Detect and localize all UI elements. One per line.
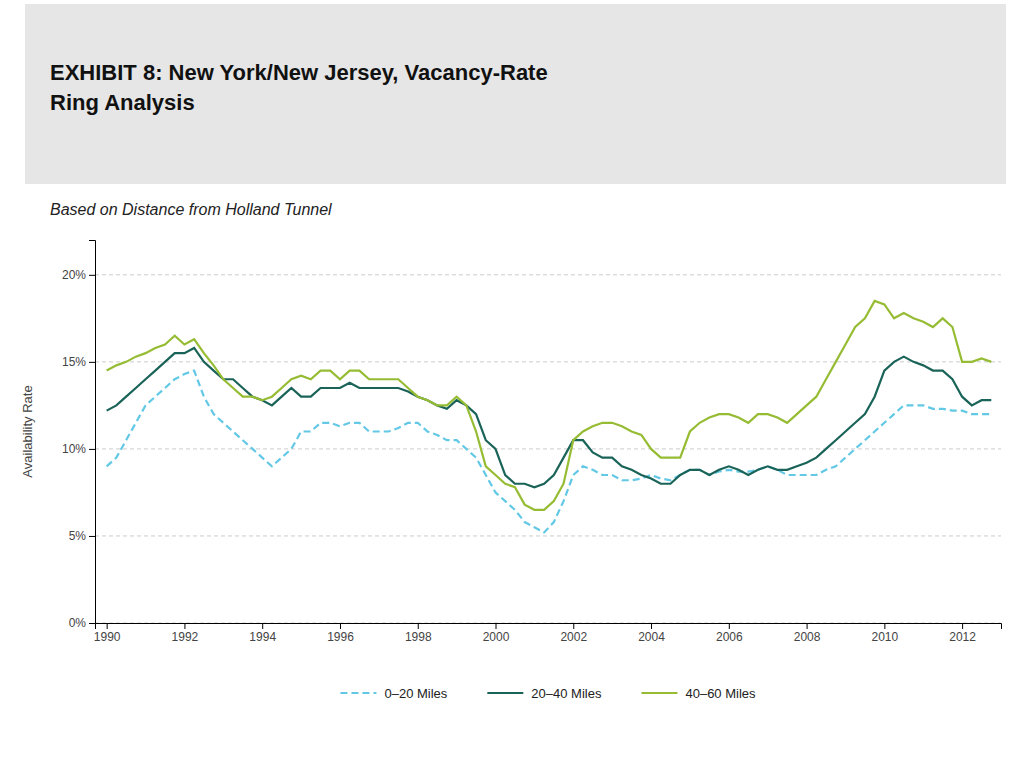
chart: EXHIBIT 8: New York/New Jersey, Vacancy-… bbox=[0, 0, 1031, 773]
x-tick-mark bbox=[418, 623, 419, 629]
y-tick-mark bbox=[89, 536, 95, 537]
y-tick-label: 0% bbox=[69, 616, 87, 630]
x-tick: 1994 bbox=[249, 623, 276, 644]
legend-label: 40–60 Miles bbox=[685, 686, 756, 701]
grid-line bbox=[95, 448, 1001, 449]
title-line: EXHIBIT 8: New York/New Jersey, Vacancy-… bbox=[50, 60, 548, 85]
x-tick: 2004 bbox=[638, 623, 665, 644]
y-tick: 5% bbox=[69, 529, 95, 543]
x-axis-line bbox=[96, 624, 1002, 630]
legend-label: 0–20 Miles bbox=[384, 686, 447, 701]
x-tick-label: 1996 bbox=[327, 630, 354, 644]
y-tick-label: 15% bbox=[62, 355, 86, 369]
x-axis: 1990 1992 1994 1996 1998 2000 2002 2004 2006 2008… bbox=[94, 623, 1002, 644]
lines bbox=[107, 301, 992, 533]
x-tick: 1990 bbox=[94, 623, 121, 644]
legend-item: 20–40 Miles bbox=[487, 686, 602, 701]
x-tick-label: 1990 bbox=[94, 630, 121, 644]
legend-item: 0–20 Miles bbox=[340, 686, 447, 701]
x-tick-label: 2002 bbox=[560, 630, 587, 644]
series-line bbox=[107, 348, 992, 487]
y-axis-line bbox=[89, 241, 96, 624]
x-tick-label: 2008 bbox=[794, 630, 821, 644]
y-tick-mark bbox=[89, 623, 95, 624]
grid-line bbox=[95, 274, 1001, 275]
x-tick: 1996 bbox=[327, 623, 354, 644]
x-tick-mark bbox=[962, 623, 963, 629]
x-tick-label: 2010 bbox=[871, 630, 898, 644]
x-tick-label: 2012 bbox=[949, 630, 976, 644]
title-line: Ring Analysis bbox=[50, 90, 195, 115]
subtitle: Based on Distance from Holland Tunnel bbox=[50, 201, 332, 218]
x-tick: 2010 bbox=[871, 623, 898, 644]
y-tick: 10% bbox=[62, 442, 95, 456]
x-tick-mark bbox=[107, 623, 108, 629]
x-tick-mark bbox=[573, 623, 574, 629]
y-tick-mark bbox=[89, 449, 95, 450]
x-tick-label: 2006 bbox=[716, 630, 743, 644]
x-tick-label: 1998 bbox=[405, 630, 432, 644]
x-tick-mark bbox=[807, 623, 808, 629]
x-tick: 2008 bbox=[794, 623, 821, 644]
legend-swatch bbox=[641, 692, 677, 694]
legend-swatch bbox=[487, 692, 523, 694]
y-tick-mark bbox=[89, 362, 95, 363]
x-tick-mark bbox=[340, 623, 341, 629]
legend-label: 20–40 Miles bbox=[531, 686, 602, 701]
x-tick-mark bbox=[496, 623, 497, 629]
y-tick: 15% bbox=[62, 355, 95, 369]
y-tick-label: 10% bbox=[62, 442, 86, 456]
y-axis: 0% 5% 10% 15% 20% bbox=[62, 241, 96, 631]
y-tick-label: 5% bbox=[69, 529, 87, 543]
y-tick-label: 20% bbox=[62, 268, 86, 282]
y-tick: 0% bbox=[69, 616, 95, 630]
grid-line bbox=[95, 535, 1001, 536]
x-tick: 2012 bbox=[949, 623, 976, 644]
x-tick-mark bbox=[729, 623, 730, 629]
series-line bbox=[107, 301, 992, 510]
plot: 1990 1992 1994 1996 1998 2000 2002 2004 2006 2008… bbox=[62, 241, 1002, 644]
x-tick-label: 2004 bbox=[638, 630, 665, 644]
title: EXHIBIT 8: New York/New Jersey, Vacancy-… bbox=[50, 60, 554, 115]
x-tick-label: 1992 bbox=[172, 630, 199, 644]
x-tick: 2000 bbox=[483, 623, 510, 644]
x-tick-label: 2000 bbox=[483, 630, 510, 644]
grid bbox=[95, 275, 1001, 623]
x-tick-mark bbox=[651, 623, 652, 629]
x-tick-mark bbox=[262, 623, 263, 629]
legend-item: 40–60 Miles bbox=[641, 686, 756, 701]
x-tick: 1992 bbox=[172, 623, 199, 644]
legend: 0–20 Miles 20–40 Miles 40–60 Miles bbox=[340, 686, 756, 701]
x-tick: 2002 bbox=[560, 623, 587, 644]
y-tick: 20% bbox=[62, 268, 95, 282]
y-axis-title: Availability Rate bbox=[20, 385, 35, 477]
x-tick: 2006 bbox=[716, 623, 743, 644]
grid-line bbox=[95, 361, 1001, 362]
legend-swatch bbox=[340, 692, 376, 694]
y-tick-mark bbox=[89, 275, 95, 276]
x-tick: 1998 bbox=[405, 623, 432, 644]
x-tick-label: 1994 bbox=[249, 630, 276, 644]
title-background bbox=[25, 4, 1006, 184]
x-tick-mark bbox=[184, 623, 185, 629]
x-tick-mark bbox=[884, 623, 885, 629]
